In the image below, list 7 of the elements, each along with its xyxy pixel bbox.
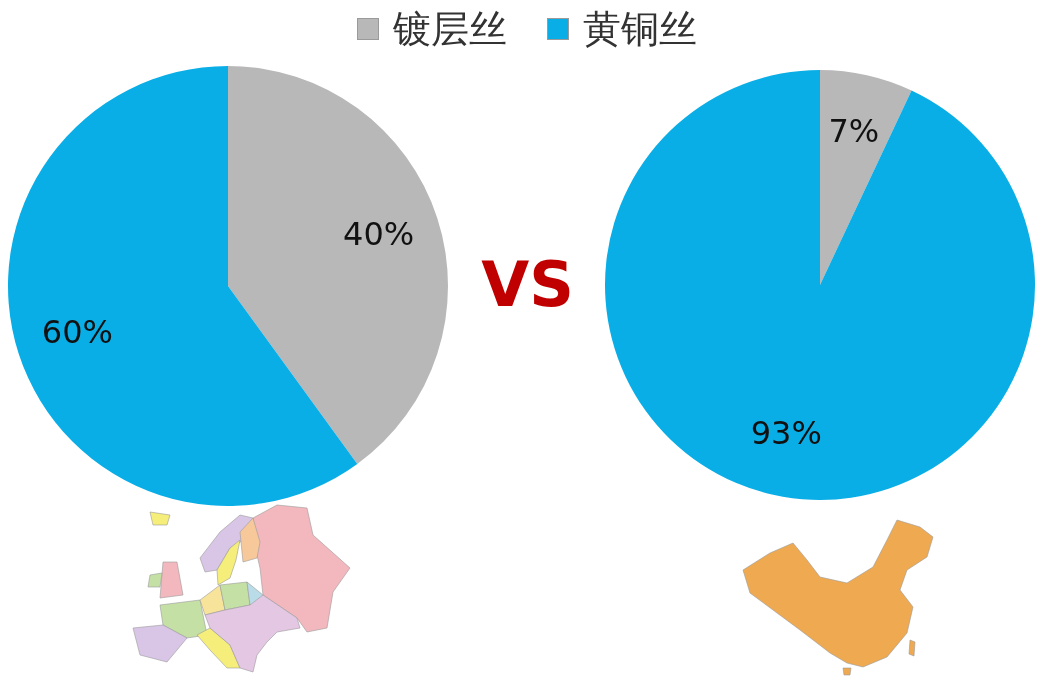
data-label: 40%: [343, 215, 415, 254]
legend-label: 黄铜丝: [583, 7, 697, 51]
text: VS: [480, 248, 575, 321]
data-label: 93%: [750, 414, 822, 453]
data-label: 7%: [828, 112, 880, 151]
legend-label: 镀层丝: [393, 7, 507, 51]
data-label: 60%: [41, 313, 113, 352]
